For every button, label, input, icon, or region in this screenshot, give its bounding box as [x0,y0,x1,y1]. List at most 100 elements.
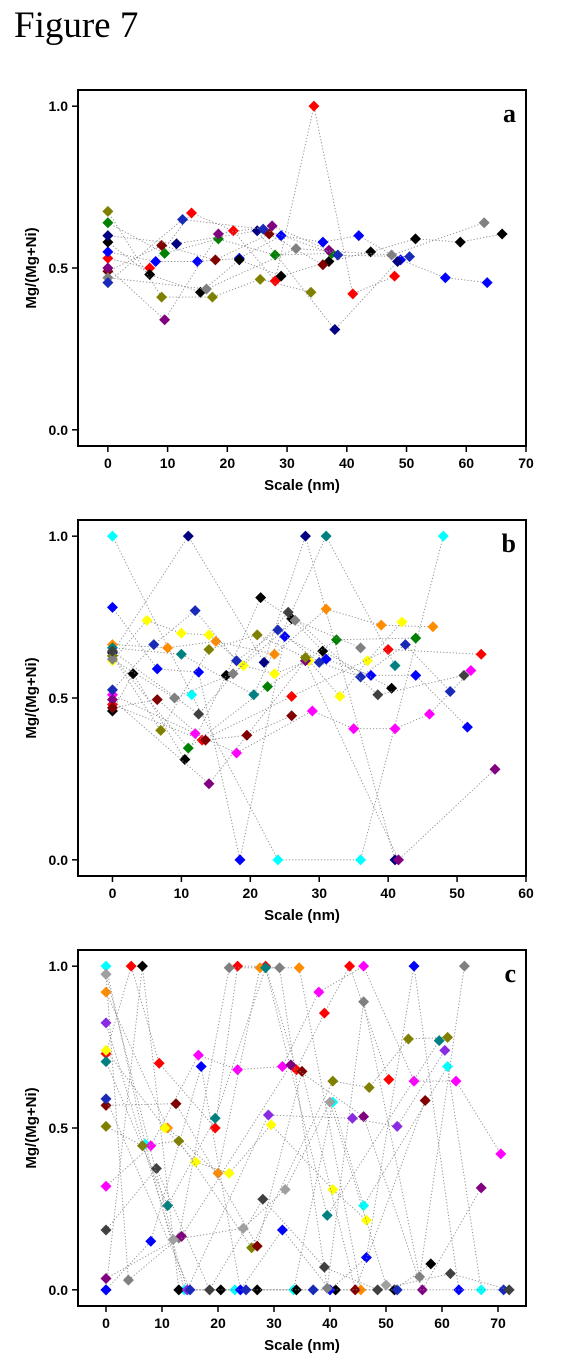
panel-letter: c [504,959,516,988]
data-point [334,690,346,702]
data-point [285,1059,297,1071]
series-15 [100,1162,515,1296]
data-point [306,705,318,717]
y-tick-label: 1.0 [49,528,69,544]
data-point [386,249,398,261]
data-point [200,283,212,295]
series-11 [100,1065,431,1296]
series-line [112,597,392,761]
series-line [107,235,488,284]
data-point [203,643,215,655]
series-line [107,230,398,331]
data-point [151,694,163,706]
data-point [162,642,174,654]
chart-panel-c: 0 10 20 30 40 50 60 70 0.0 0.5 1.0 Scale (nm) Mg/(Mg… [23,949,527,1354]
data-point [237,660,249,672]
x-tick-label: 50 [449,885,465,901]
plot-frame [77,949,527,1307]
series-16 [106,606,470,720]
data-point [347,288,359,300]
data-point [286,690,298,702]
data-point [439,272,451,284]
panel-letter: b [502,529,516,558]
data-point [450,1075,462,1087]
x-tick-label: 50 [378,1315,394,1331]
data-point [102,252,114,264]
data-point [282,606,294,618]
data-point [141,614,153,626]
x-axis-title: Scale (nm) [264,477,340,494]
data-point [380,1279,392,1291]
series-line [107,225,330,321]
data-point [100,968,112,980]
data-point [227,668,239,680]
data-point [268,668,280,680]
data-point [182,742,194,754]
data-point [437,530,449,542]
data-point [358,960,370,972]
y-tick-label: 0.0 [49,852,69,868]
x-tick-label: 10 [154,1315,170,1331]
data-point [231,655,243,667]
data-point [416,1284,428,1296]
data-point [125,960,137,972]
data-point [442,1061,454,1073]
data-point [275,230,287,242]
data-point [237,1222,249,1234]
data-point [122,1274,134,1286]
x-tick-label: 30 [279,455,295,471]
series-11 [106,530,401,701]
x-tick-label: 60 [434,1315,450,1331]
chart-panel-a: 0 10 20 30 40 50 60 70 0.0 0.5 1.0 Scale (nm) Mg/(Mg… [23,89,534,494]
data-point [189,605,201,617]
data-point [321,1282,333,1294]
data-point [148,639,160,651]
data-point [481,277,493,289]
series-9 [100,1031,454,1254]
data-point [404,251,416,263]
data-point [155,724,167,736]
data-point [424,708,436,720]
series-line [112,535,444,861]
series-line [112,659,496,861]
y-axis-title: Mg/(Mg+Ni) [23,657,40,738]
data-point [179,753,191,765]
data-point [254,273,266,285]
data-point [308,100,320,112]
series-line [105,1098,504,1291]
data-point [145,1140,157,1152]
x-tick-label: 10 [174,885,190,901]
data-point [348,723,360,735]
data-point [102,277,114,289]
data-point [402,1033,414,1045]
data-point [127,668,139,680]
data-point [495,1148,507,1160]
data-point [444,1268,456,1280]
data-point [439,1044,451,1056]
data-point [399,639,411,651]
data-point [227,225,239,237]
data-point [389,723,401,735]
series-5 [106,614,408,702]
series-line [112,649,482,741]
data-point [489,763,501,775]
data-point [175,648,187,660]
series-line [112,611,465,715]
series-7 [100,960,470,1294]
data-point [136,960,148,972]
data-point [190,1156,202,1168]
data-point [299,652,311,664]
y-tick-label: 0.0 [49,1282,69,1298]
series-line [107,219,410,283]
data-point [206,291,218,303]
data-point [177,213,189,225]
series-line [105,966,465,1289]
data-point [100,1272,112,1284]
data-point [327,1183,339,1195]
data-point [156,291,168,303]
data-point [212,1167,224,1179]
x-tick-label: 0 [104,455,112,471]
data-point [100,960,112,972]
y-tick-label: 0.5 [49,1120,69,1136]
x-tick-label: 70 [490,1315,506,1331]
